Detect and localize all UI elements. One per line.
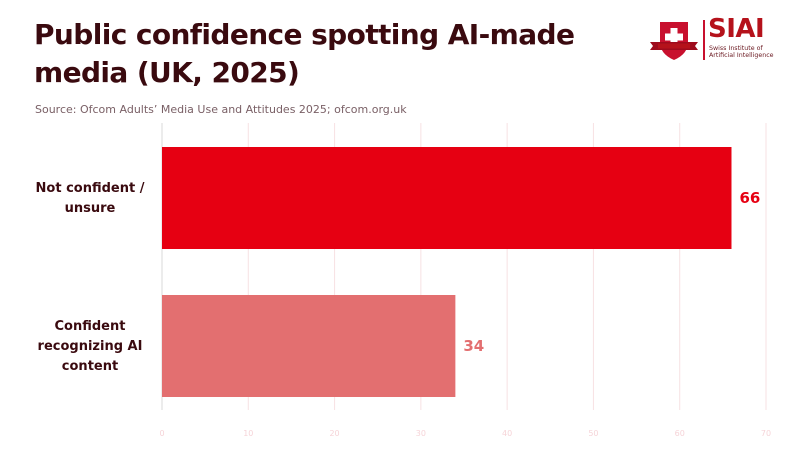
x-tick-label-60: 60: [675, 429, 685, 438]
logo-wordmark: SIAI: [708, 14, 765, 44]
category-label-1: Confident recognizing AI content: [38, 319, 143, 374]
x-tick-label-20: 20: [329, 429, 339, 438]
category-label-line: Confident: [55, 319, 126, 334]
x-tick-label-70: 70: [761, 429, 771, 438]
bar-0: [162, 147, 732, 249]
category-labels: Not confident / unsure Confident recognizin…: [36, 181, 145, 374]
x-tick-label-30: 30: [416, 429, 426, 438]
chart-title: Public confidence spotting AI-made media…: [34, 18, 575, 89]
shield-cross-icon: [650, 22, 698, 60]
category-label-line: recognizing AI: [38, 339, 143, 354]
category-label-line: content: [62, 359, 118, 374]
logo-subtitle-line2: Artificial Intelligence: [709, 52, 774, 59]
x-tick-label-50: 50: [588, 429, 598, 438]
logo-subtitle-line1: Swiss Institute of: [709, 45, 763, 52]
category-label-line: unsure: [65, 201, 116, 216]
value-labels: 66 34: [463, 189, 760, 355]
category-label-line: Not confident /: [36, 181, 145, 196]
bar-1: [162, 295, 456, 397]
bars: [162, 147, 732, 397]
chart-source: Source: Ofcom Adults’ Media Use and Atti…: [35, 103, 407, 116]
logo-divider: [703, 20, 705, 60]
x-tick-label-0: 0: [159, 429, 164, 438]
siai-logo: SIAI Swiss Institute of Artificial Intel…: [648, 14, 778, 62]
x-tick-label-40: 40: [502, 429, 512, 438]
logo-subtitle: Swiss Institute of Artificial Intelligen…: [709, 45, 774, 59]
category-label-0: Not confident / unsure: [36, 181, 145, 216]
value-label-0: 66: [739, 189, 760, 207]
value-label-1: 34: [463, 337, 484, 355]
x-tick-labels: 0 10 20 30 40 50 60 70: [159, 429, 771, 438]
x-tick-label-10: 10: [243, 429, 253, 438]
